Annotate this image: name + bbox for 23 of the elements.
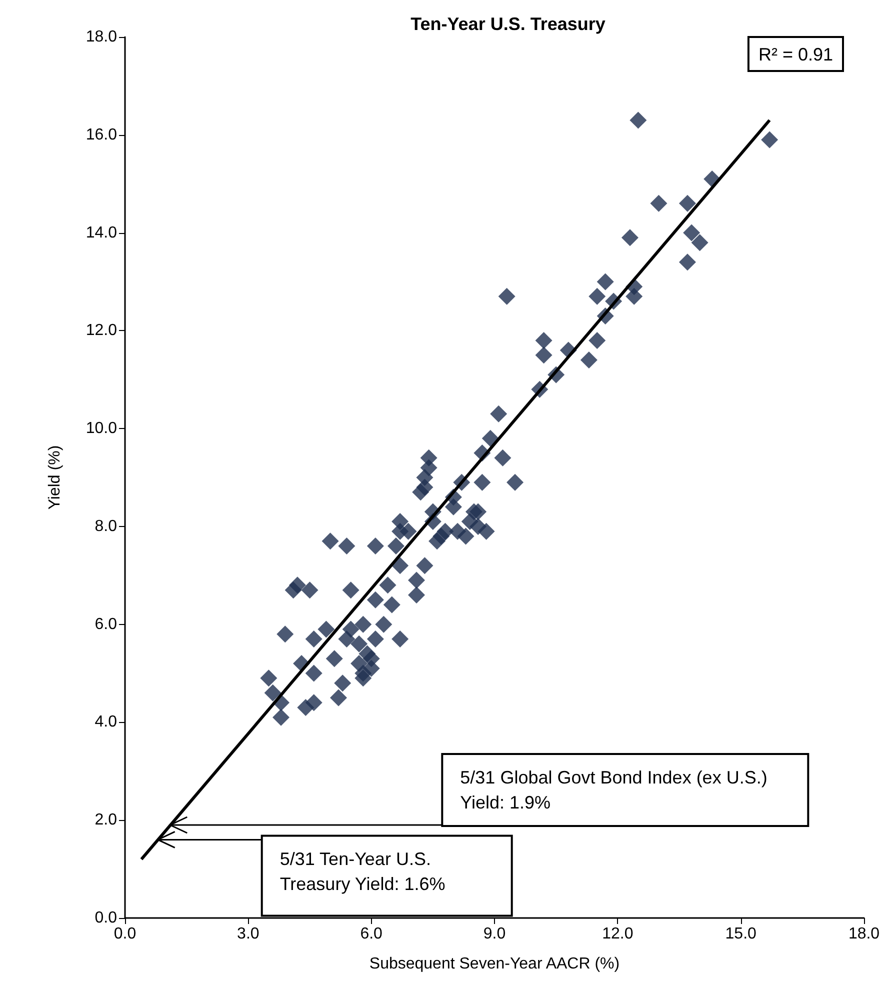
y-tick-label: 16.0 [86, 126, 118, 144]
x-tick-label: 12.0 [602, 926, 634, 942]
annotation: R² = 0.91 [758, 44, 834, 64]
y-tick-label: 6.0 [94, 616, 118, 633]
y-tick-label: 10.0 [86, 420, 118, 438]
x-tick-label: 0.0 [114, 926, 136, 942]
y-tick-label: 2.0 [94, 812, 118, 829]
y-axis-title: Yield (%) [46, 445, 64, 510]
x-tick-label: 3.0 [237, 926, 260, 942]
x-tick-label: 9.0 [483, 926, 506, 942]
annotation: 5/31 Ten-Year U.S. Treasury Yield: 1.6% [280, 849, 446, 894]
y-tick-label: 0.0 [94, 910, 118, 926]
x-axis-title: Subsequent Seven-Year AACR (%) [369, 956, 620, 972]
y-tick-label: 14.0 [86, 224, 118, 242]
annotation: 5/31 Global Govt Bond Index (ex U.S.) Yield: 1.9% [460, 768, 772, 813]
y-tick-label: 18.0 [86, 28, 118, 46]
x-tick-label: 15.0 [725, 926, 757, 942]
y-tick-label: 12.0 [86, 322, 118, 340]
x-tick-label: 6.0 [360, 926, 383, 942]
x-tick-label: 18.0 [848, 926, 880, 942]
chart-title: Ten-Year U.S. Treasury [410, 14, 606, 34]
y-tick-label: 8.0 [94, 518, 118, 535]
y-tick-label: 4.0 [94, 714, 118, 731]
